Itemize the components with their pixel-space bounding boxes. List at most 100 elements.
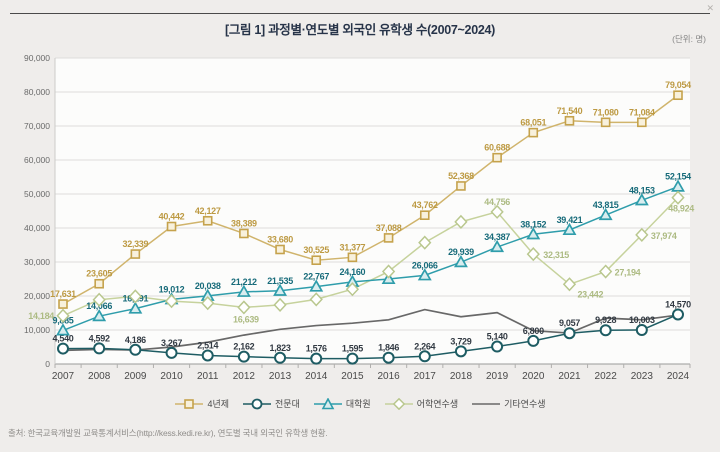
- data-point: [345, 282, 360, 297]
- x-axis-label: 2023: [631, 371, 654, 382]
- data-point: [528, 127, 539, 138]
- data-point: [600, 117, 611, 128]
- data-point-label: 2,514: [197, 340, 218, 350]
- data-point-label: 20,038: [195, 281, 221, 291]
- y-axis-label: 10,000: [24, 325, 50, 335]
- data-point-label: 17,631: [50, 289, 76, 299]
- y-axis-label: 90,000: [24, 53, 50, 63]
- data-point: [635, 323, 648, 336]
- data-point: [637, 117, 647, 128]
- x-axis-label: 2021: [558, 371, 581, 382]
- data-point: [347, 252, 358, 263]
- y-axis-label: 60,000: [24, 155, 50, 165]
- data-point-label: 1,576: [306, 344, 327, 354]
- legend-triangle-icon: [313, 397, 342, 409]
- data-point: [202, 215, 213, 226]
- legend-square-icon: [175, 398, 204, 409]
- data-point: [237, 300, 251, 315]
- data-point-label: 43,762: [412, 200, 438, 210]
- line-chart: 0 10,000 20,000 30,000 40,000 50,000 60,000 70,…: [24, 53, 695, 382]
- data-point-label: 2,162: [233, 342, 254, 352]
- page-title: [그림 1] 과정별·연도별 외국인 유학생 수(2007~2024): [224, 23, 496, 37]
- chart-legend: 4년제 전문대 대학원 어학연수생 기타연수생: [0, 397, 720, 410]
- plot-area: [55, 58, 690, 364]
- data-point: [673, 90, 683, 101]
- data-point-label: 52,368: [448, 171, 474, 181]
- data-point-label: 27,194: [615, 268, 641, 278]
- data-point: [526, 227, 541, 240]
- data-point: [274, 351, 287, 364]
- data-point-label: 48,153: [629, 185, 655, 195]
- data-point: [381, 264, 396, 279]
- data-point: [273, 297, 287, 312]
- y-axis-label: 0: [45, 359, 50, 369]
- series-line-4: [62, 308, 679, 352]
- y-axis-label: 50,000: [24, 189, 50, 199]
- source-note: 출처: 한국교육개발원 교육통계서비스(http://kess.kedi.re.…: [8, 428, 328, 438]
- data-point-label: 3,729: [450, 336, 471, 346]
- data-point-label: 23,442: [577, 289, 603, 299]
- data-point-label: 44,756: [484, 197, 510, 207]
- data-point: [419, 210, 430, 221]
- data-point-label: 14,184: [28, 311, 54, 321]
- data-point-label: 48,924: [668, 204, 694, 214]
- data-point-label: 23,605: [86, 269, 112, 279]
- legend-item-4: 기타연수생: [471, 397, 546, 410]
- x-axis-label: 2024: [667, 371, 690, 382]
- data-point: [562, 222, 577, 236]
- data-point: [599, 264, 613, 279]
- data-point-label: 1,846: [378, 343, 399, 353]
- y-axis-label: 80,000: [24, 87, 50, 97]
- data-point-label: 38,389: [231, 218, 257, 228]
- data-point: [57, 342, 69, 355]
- data-point-label: 4,186: [125, 335, 146, 345]
- legend-circle-icon: [243, 398, 272, 409]
- legend-item-0: 4년제: [174, 397, 229, 410]
- legend-line-icon: [472, 402, 501, 405]
- data-point: [562, 277, 577, 292]
- data-point-label: 29,939: [448, 247, 474, 257]
- data-point-label: 32,339: [122, 239, 148, 249]
- data-point: [417, 268, 432, 281]
- y-axis-label: 70,000: [24, 121, 50, 131]
- data-point: [598, 207, 613, 221]
- data-point: [456, 181, 466, 191]
- close-icon[interactable]: ✕: [706, 3, 714, 13]
- data-point: [382, 351, 395, 364]
- x-axis-label: 2014: [305, 371, 328, 382]
- data-point: [454, 214, 468, 229]
- data-point-label: 71,540: [557, 106, 583, 116]
- data-point: [128, 301, 143, 314]
- data-point: [239, 228, 249, 239]
- data-point-label: 24,160: [340, 267, 366, 277]
- data-point: [201, 296, 215, 311]
- data-point-label: 16,639: [233, 314, 259, 324]
- data-point: [418, 350, 431, 363]
- data-point-label: 43,815: [593, 200, 619, 210]
- data-point-label: 34,387: [484, 232, 510, 242]
- data-point: [93, 342, 106, 355]
- top-divider: [10, 13, 710, 14]
- legend-label: 4년제: [207, 399, 230, 409]
- data-point-label: 71,080: [593, 107, 619, 117]
- legend-diamond-icon: [384, 397, 413, 410]
- data-point-label: 9,928: [595, 315, 616, 325]
- data-point: [237, 350, 250, 363]
- data-point-label: 10,003: [629, 315, 655, 325]
- y-axis-label: 20,000: [24, 291, 50, 301]
- x-axis-label: 2012: [233, 371, 256, 382]
- data-point: [634, 193, 649, 206]
- data-point-label: 60,688: [484, 143, 510, 153]
- data-point-label: 3,267: [161, 338, 182, 348]
- data-point: [130, 249, 141, 259]
- data-point-label: 37,088: [376, 223, 402, 233]
- data-point-label: 2,264: [414, 341, 435, 351]
- data-point: [671, 190, 685, 205]
- data-point: [563, 327, 576, 340]
- legend-label: 어학연수생: [416, 399, 459, 409]
- data-point: [309, 279, 324, 292]
- legend-label: 전문대: [275, 399, 300, 409]
- data-point-label: 79,054: [665, 80, 691, 90]
- data-point-label: 32,315: [543, 250, 569, 260]
- x-axis-label: 2017: [414, 371, 437, 382]
